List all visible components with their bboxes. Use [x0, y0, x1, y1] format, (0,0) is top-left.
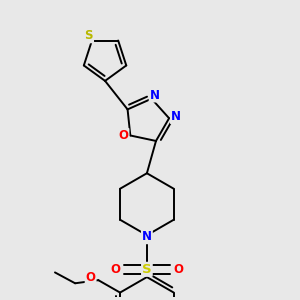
Text: O: O: [85, 271, 96, 284]
Text: O: O: [118, 129, 128, 142]
Text: N: N: [150, 88, 160, 101]
Text: S: S: [142, 263, 152, 276]
Text: N: N: [171, 110, 181, 123]
Text: O: O: [174, 263, 184, 276]
Text: S: S: [85, 29, 93, 42]
Text: N: N: [142, 230, 152, 243]
Text: O: O: [110, 263, 120, 276]
